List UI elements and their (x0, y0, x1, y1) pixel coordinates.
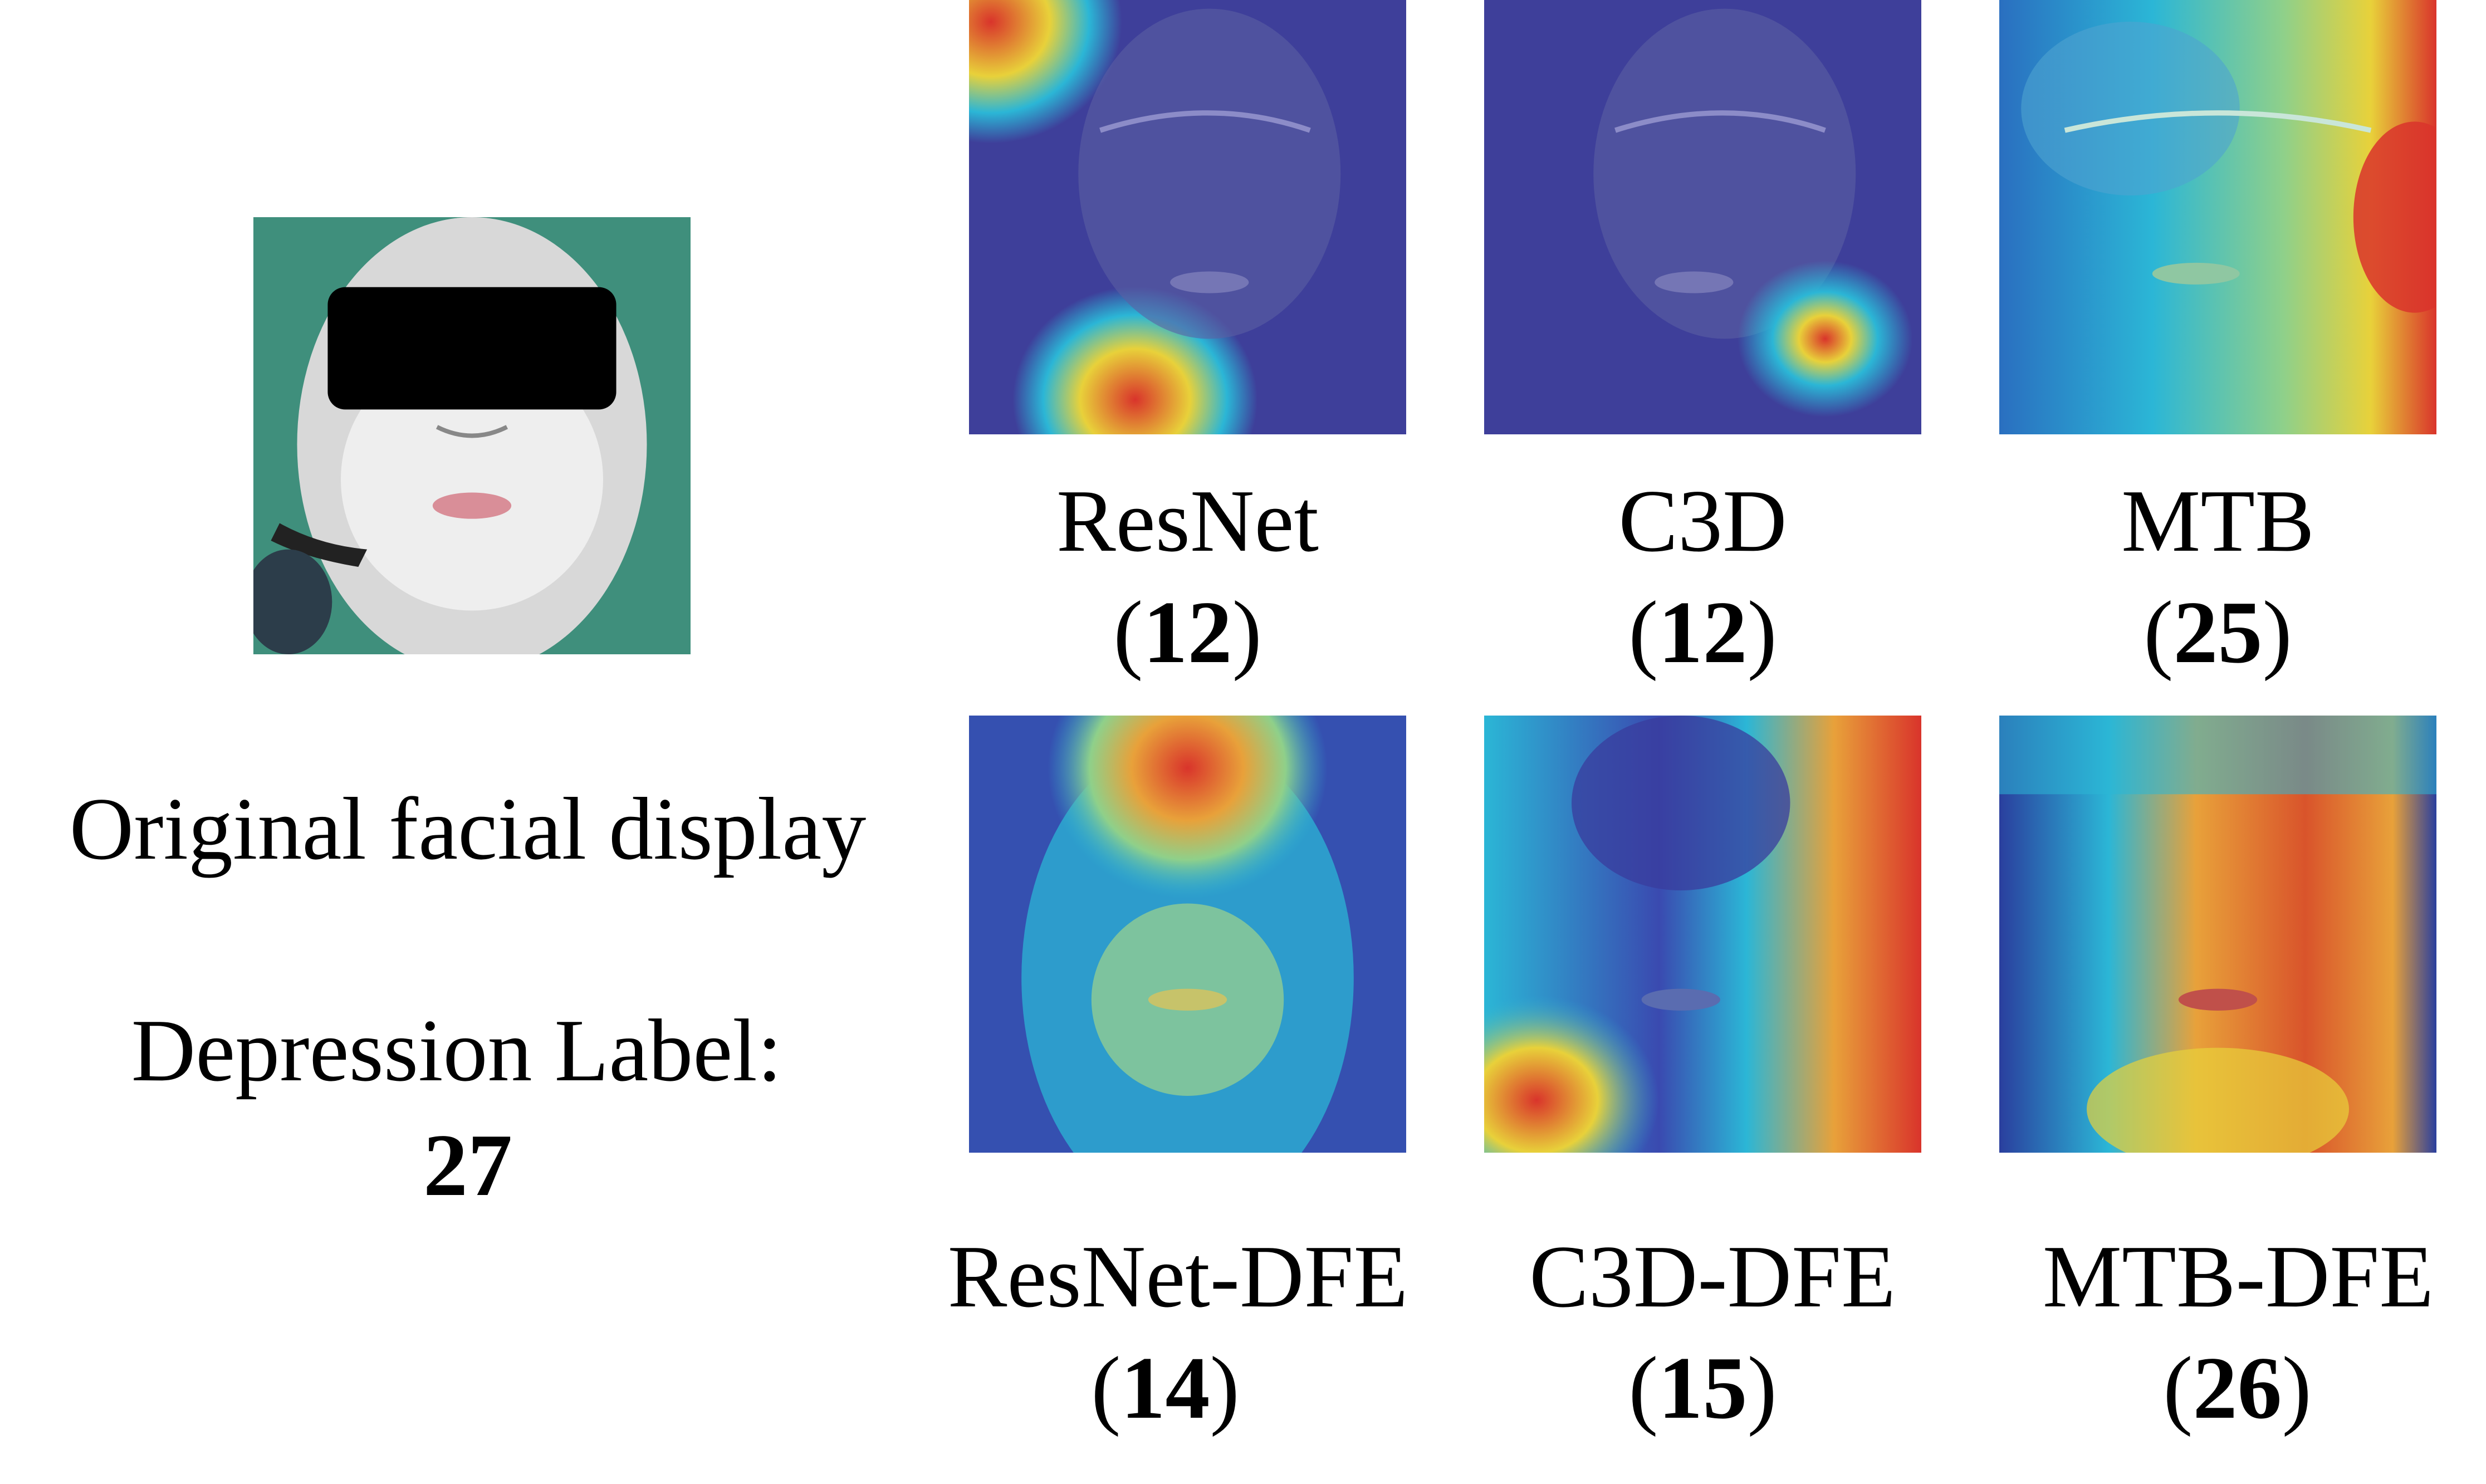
score-mtb: (25) (2144, 582, 2292, 682)
heatmap-mtb (1999, 0, 2436, 434)
caption-resnet-dfe: ResNet-DFE (947, 1227, 1408, 1326)
score-resnet-dfe: (14) (1091, 1338, 1240, 1437)
heatmap-c3d (1484, 0, 1921, 434)
heatmap-c3d-dfe (1484, 716, 1921, 1153)
caption-c3d-dfe: C3D-DFE (1529, 1227, 1896, 1326)
caption-c3d: C3D (1618, 471, 1787, 570)
original-face-image (253, 217, 691, 654)
depression-label-text: Depression Label: (131, 1001, 782, 1100)
score-mtb-dfe: (26) (2163, 1338, 2312, 1437)
caption-resnet: ResNet (1056, 471, 1319, 570)
original-caption: Original facial display (69, 779, 867, 878)
heatmap-mtb-dfe (1999, 716, 2436, 1153)
heatmap-resnet (969, 0, 1406, 434)
depression-label-value: 27 (423, 1115, 512, 1214)
caption-mtb: MTB (2121, 471, 2314, 570)
heatmap-resnet-dfe (969, 716, 1406, 1153)
score-resnet: (12) (1113, 582, 1262, 682)
score-c3d-dfe: (15) (1628, 1338, 1777, 1437)
caption-mtb-dfe: MTB-DFE (2042, 1227, 2434, 1326)
score-c3d: (12) (1628, 582, 1777, 682)
